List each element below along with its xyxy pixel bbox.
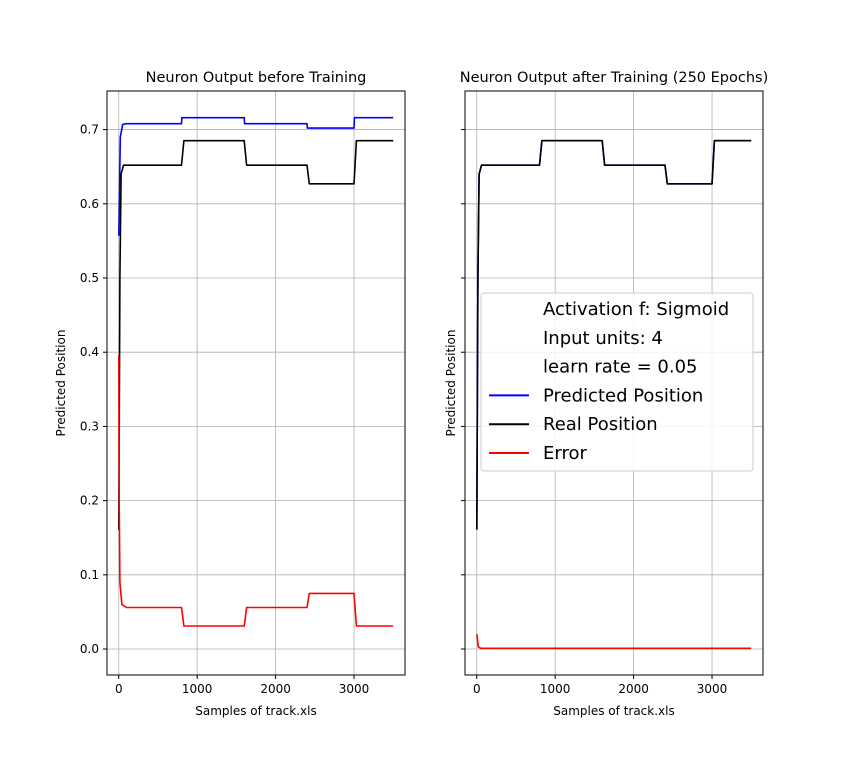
x-tick-label: 2000 <box>260 682 291 696</box>
y-tick-label: 0.6 <box>80 197 99 211</box>
x-tick-label: 1000 <box>540 682 571 696</box>
x-tick-label: 3000 <box>697 682 728 696</box>
right-subplot: 0 1000 2000 3000 Neuron Output after Trainin… <box>444 70 768 718</box>
legend-text: Input units: 4 <box>543 328 663 349</box>
series-line-real-position <box>118 139 394 530</box>
y-tick-label: 0.4 <box>80 345 99 359</box>
y-tick-label: 0.0 <box>80 642 99 656</box>
axes-frame <box>106 90 406 676</box>
left-subplot: 0 1000 2000 3000 0.0 0.1 0.2 0.3 0.4 0.5 0.6 0.7 Neu… <box>54 70 406 718</box>
y-tick-label: 0.5 <box>80 271 99 285</box>
series-line-real-position <box>475 139 752 530</box>
y-tick-label: 0.1 <box>80 568 99 582</box>
y-tick-label: 0.3 <box>80 419 99 433</box>
x-tick-label: 2000 <box>618 682 649 696</box>
x-tick-label: 1000 <box>182 682 213 696</box>
x-tick-label: 0 <box>473 682 481 696</box>
legend-entry: Real Position <box>543 414 658 435</box>
chart-title: Neuron Output after Training (250 Epochs… <box>460 70 769 86</box>
legend-entry: Predicted Position <box>543 385 703 406</box>
legend-text: learn rate = 0.05 <box>543 357 698 378</box>
y-axis-label: Predicted Position <box>444 330 458 437</box>
series-line-error <box>118 355 394 627</box>
legend-box <box>480 292 754 472</box>
legend-entry: Error <box>543 443 587 464</box>
x-axis-label: Samples of track.xls <box>553 704 674 718</box>
x-axis-label: Samples of track.xls <box>195 704 316 718</box>
y-tick-label: 0.7 <box>80 123 99 137</box>
x-tick-label: 3000 <box>339 682 370 696</box>
series-line-predicted-position <box>118 116 394 236</box>
y-tick-label: 0.2 <box>80 494 99 508</box>
x-tick-label: 0 <box>115 682 123 696</box>
y-axis-label: Predicted Position <box>54 330 68 437</box>
legend: Activation f: Sigmoid Input units: 4 learn… <box>480 292 754 472</box>
chart-title: Neuron Output before Training <box>146 70 367 86</box>
axes-frame <box>464 90 764 676</box>
series-line-error <box>476 634 752 650</box>
legend-text: Activation f: Sigmoid <box>543 299 729 320</box>
